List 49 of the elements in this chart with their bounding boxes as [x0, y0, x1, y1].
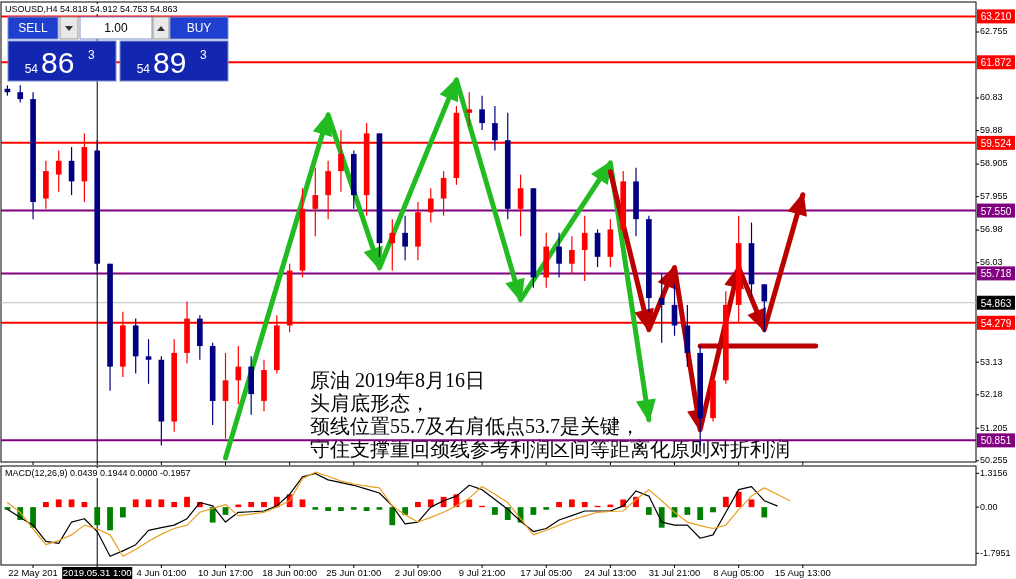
- x-tick-label: 9 Jul 21:00: [458, 567, 506, 578]
- y-tick-label: 59.88: [980, 125, 1003, 136]
- annotation: 1.00: [104, 21, 128, 35]
- ref-line-label: 54.863: [980, 297, 1012, 309]
- x-tick-label: 22 May 201: [8, 567, 58, 578]
- annotation: BUY: [186, 21, 212, 35]
- annotation: 89: [153, 46, 187, 79]
- x-tick-label: 10 Jun 17:00: [198, 567, 253, 578]
- ref-line-label: 59.524: [980, 137, 1012, 149]
- annotation: 54: [136, 62, 151, 76]
- annotation: SELL: [18, 21, 48, 35]
- ref-line-label: 50.851: [980, 435, 1012, 447]
- annotation: 原油 2019年8月16日: [310, 369, 485, 391]
- y-tick-label: 53.13: [980, 356, 1003, 367]
- y-tick-label: 50.255: [980, 455, 1008, 466]
- ref-line-label: 61.872: [980, 57, 1012, 69]
- y-tick-label: 51.205: [980, 422, 1008, 433]
- x-tick-label: 24 Jul 13:00: [584, 567, 637, 578]
- y-tick-label: 0.00: [980, 501, 998, 512]
- y-tick-label: 56.98: [980, 224, 1003, 235]
- ref-line-label: 55.718: [980, 268, 1012, 280]
- y-tick-label: 52.18: [980, 389, 1003, 400]
- y-tick-label: 56.03: [980, 257, 1003, 268]
- y-tick-label: -1.7951: [980, 547, 1011, 558]
- x-tick-label: 31 Jul 21:00: [648, 567, 701, 578]
- annotation: 颈线位置55.7及右肩低点53.7是关键，: [310, 415, 640, 437]
- chart-title: MACD(12,26,9) 0.0439 0.1944 0.0000 -0.1957: [5, 468, 191, 478]
- x-tick-label: 18 Jun 00:00: [262, 567, 318, 578]
- chart-title: USOUSD,H4 54.818 54.912 54.753 54.863: [5, 4, 178, 14]
- annotation: 86: [41, 46, 75, 79]
- annotation: 3: [200, 48, 207, 62]
- x-tick-label: 8 Aug 05:00: [713, 567, 765, 578]
- ref-line-label: 57.550: [980, 205, 1012, 217]
- ref-line-label: 54.279: [980, 317, 1012, 329]
- x-tick-label: 17 Jul 05:00: [520, 567, 573, 578]
- annotation: 3: [88, 48, 95, 62]
- x-tick-label: 15 Aug 13:00: [774, 567, 831, 578]
- y-tick-label: 57.955: [980, 191, 1008, 202]
- x-tick-label: 2 Jul 09:00: [394, 567, 442, 578]
- x-tick-label: 25 Jun 01:00: [326, 567, 382, 578]
- y-tick-label: 60.83: [980, 92, 1003, 103]
- y-tick-label: 58.905: [980, 158, 1008, 169]
- y-tick-label: 62.755: [980, 26, 1008, 37]
- x-tick-label: 2019.05.31 1:00: [62, 567, 132, 578]
- x-tick-label: 4 Jun 01:00: [136, 567, 187, 578]
- annotation: 头肩底形态，: [310, 392, 430, 414]
- annotation: 54: [24, 62, 39, 76]
- ref-line-label: 63.210: [980, 11, 1012, 23]
- y-tick-label: 1.3156: [980, 467, 1008, 478]
